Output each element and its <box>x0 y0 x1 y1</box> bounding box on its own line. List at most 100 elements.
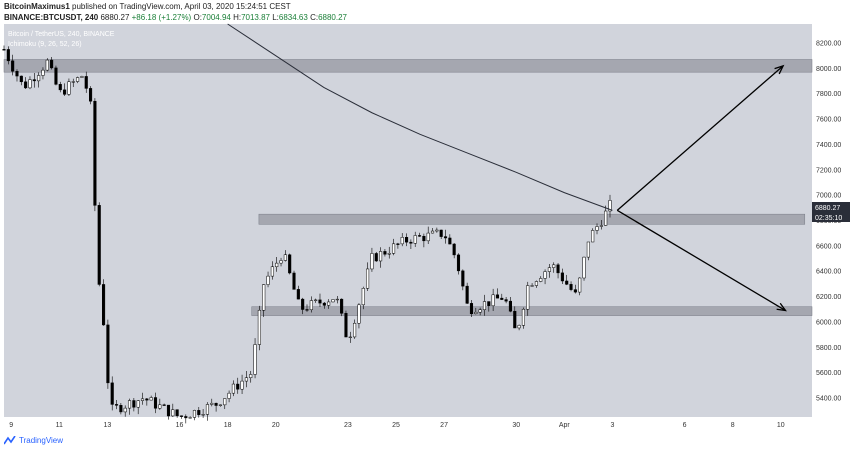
candle-body <box>301 298 305 310</box>
candle-body <box>262 284 266 311</box>
candle-body <box>374 253 378 262</box>
moving-average-layer <box>227 23 613 211</box>
candle-body <box>24 81 28 89</box>
candle-body <box>599 225 603 227</box>
candle-body <box>253 344 257 375</box>
candle-body <box>145 398 149 401</box>
candle-body <box>595 226 599 231</box>
candle-body <box>556 264 560 274</box>
candle-body <box>417 235 422 237</box>
publish-info: published on TradingView.com, April 03, … <box>72 2 291 11</box>
x-tick-label: 20 <box>272 422 280 429</box>
publish-line: BitcoinMaximus1 published on TradingView… <box>4 2 291 12</box>
candle-body <box>114 404 119 406</box>
projection-arrow-0 <box>616 65 784 211</box>
candle-body <box>58 84 62 91</box>
candle-body <box>335 298 339 301</box>
candle-body <box>578 277 582 293</box>
candle-body <box>45 59 49 71</box>
candle-body <box>110 382 114 405</box>
arrowhead-1 <box>776 302 787 312</box>
footer[interactable]: TradingView <box>4 436 63 445</box>
candle-body <box>257 309 261 345</box>
candle-body <box>231 383 235 394</box>
candle-body <box>188 417 192 419</box>
x-tick-label: 16 <box>176 422 184 429</box>
candle-body <box>171 409 175 417</box>
legend-title: Bitcoin / TetherUS, 240, BINANCE <box>8 31 115 38</box>
candle-body <box>41 69 45 76</box>
x-tick-label: 3 <box>610 422 614 429</box>
candle-body <box>430 230 435 234</box>
candle-body <box>305 309 309 311</box>
candle-body <box>504 299 508 302</box>
candle-body <box>296 289 300 300</box>
candle-body <box>331 299 335 303</box>
candle-body <box>102 284 106 326</box>
candle-body <box>132 400 136 408</box>
high-label: H: <box>233 13 242 22</box>
candle-body <box>227 392 231 399</box>
candle-body <box>604 210 608 226</box>
candle-body <box>478 309 482 313</box>
candle-body <box>162 404 166 406</box>
candle-body <box>179 415 184 417</box>
candle-body <box>487 301 491 307</box>
candle-body <box>392 243 396 254</box>
candle-body <box>279 260 283 264</box>
price-change: +86.18 (+1.27%) <box>131 13 192 22</box>
candle-body <box>136 400 140 408</box>
moving-average-line <box>227 23 613 211</box>
y-tick-label: 5400.00 <box>816 395 841 402</box>
candle-body <box>539 278 543 282</box>
zones-layer <box>3 59 813 316</box>
candle-body <box>67 81 71 95</box>
candle-body <box>205 404 209 415</box>
candle-body <box>76 77 80 82</box>
author-name[interactable]: BitcoinMaximus1 <box>4 2 70 11</box>
candle-body <box>508 300 512 312</box>
y-tick-label: 6200.00 <box>816 294 841 301</box>
candle-body <box>175 409 179 417</box>
candle-body <box>149 397 153 401</box>
candle-body <box>526 285 530 310</box>
candle-body <box>443 236 448 239</box>
candle-body <box>521 308 525 326</box>
open-label: O: <box>193 13 202 22</box>
candle-body <box>413 235 417 244</box>
high-value: 7013.87 <box>241 13 270 22</box>
candle-body <box>530 285 534 287</box>
candle-body <box>426 232 430 242</box>
candle-body <box>547 267 551 272</box>
candle-body <box>340 298 344 314</box>
candle-body <box>236 383 240 390</box>
candle-body <box>405 237 409 243</box>
candle-body <box>11 60 15 72</box>
low-label: L: <box>272 13 279 22</box>
candle-body <box>249 374 253 379</box>
candle-body <box>119 405 123 413</box>
time-axis[interactable] <box>4 417 850 431</box>
candle-body <box>396 243 400 245</box>
candle-body <box>218 404 222 406</box>
candle-body <box>608 200 612 212</box>
price-tag: 6880.27 <box>815 205 840 212</box>
candle-body <box>2 49 6 51</box>
x-tick-label: 9 <box>9 422 13 429</box>
open-value: 7004.94 <box>201 13 231 22</box>
zone-2 <box>251 306 813 316</box>
candle-body <box>184 416 188 419</box>
candle-body <box>15 71 19 77</box>
candle-body <box>97 205 101 285</box>
symbol-label: BINANCE:BTCUSDT, 240 <box>4 13 99 22</box>
close-label: C: <box>310 13 319 22</box>
candle-body <box>465 285 469 304</box>
y-tick-label: 6600.00 <box>816 243 841 250</box>
candle-body <box>435 229 439 232</box>
candle-body <box>422 235 426 242</box>
candle-body <box>452 243 456 256</box>
candle-body <box>513 310 517 329</box>
x-tick-label: 25 <box>392 422 400 429</box>
y-tick-label: 7400.00 <box>816 142 841 149</box>
